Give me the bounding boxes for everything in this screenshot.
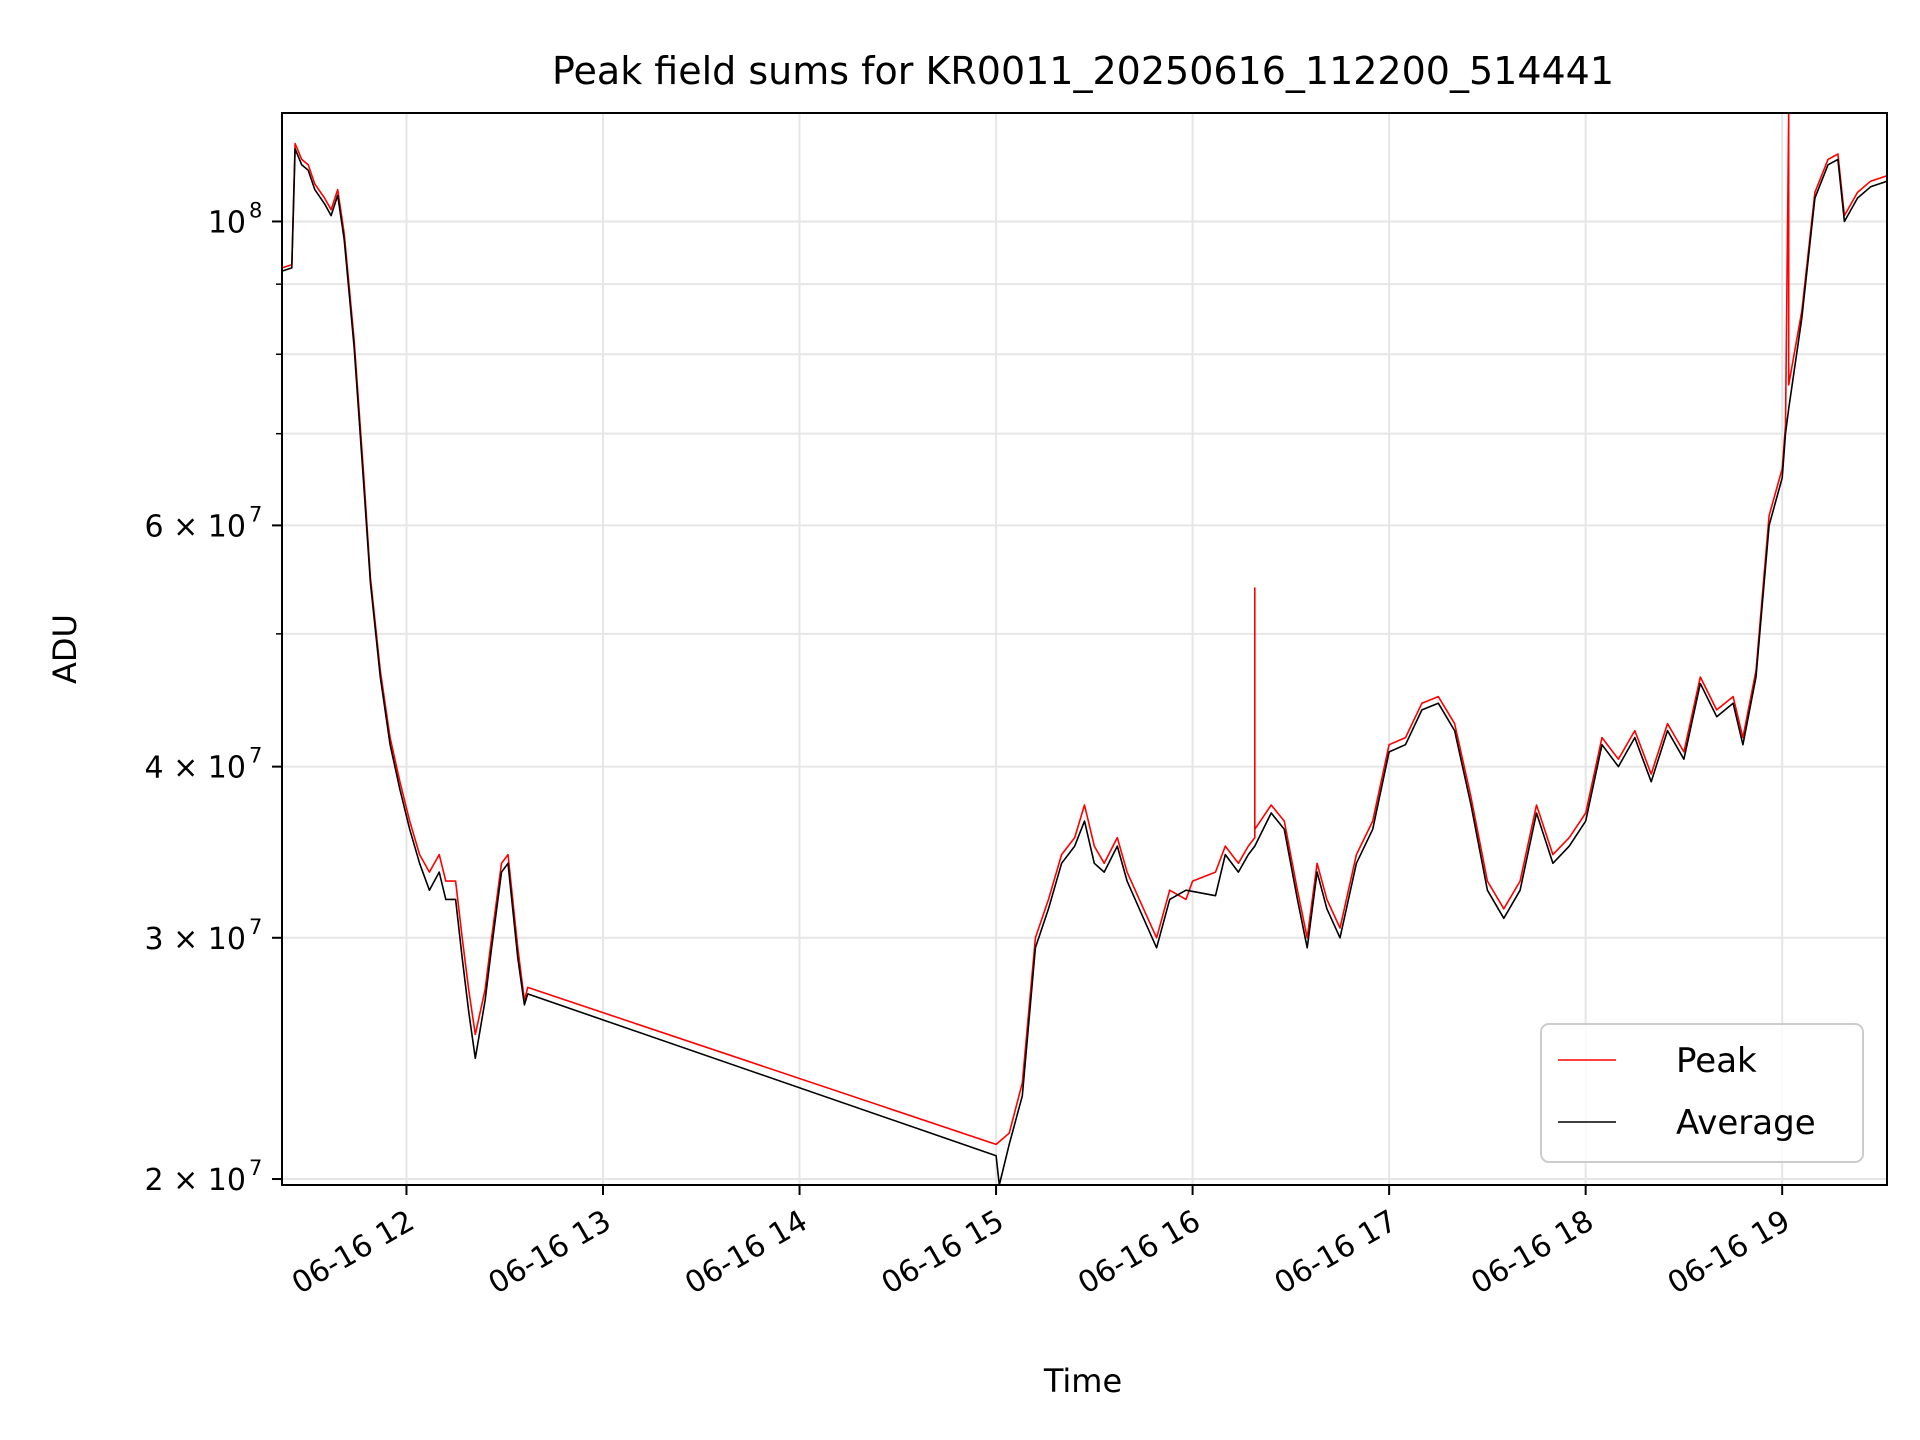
y-tick-label: 10 [208, 205, 246, 240]
y-tick-label: 3 × 10 [145, 922, 246, 957]
x-axis-label: Time [1043, 1362, 1122, 1400]
series-line-peak [281, 112, 1888, 1146]
y-tick-exponent: 7 [249, 502, 262, 526]
y-tick-label: 6 × 10 [145, 509, 246, 544]
y-axis-label: ADU [46, 614, 84, 684]
y-tick-label: 4 × 10 [145, 751, 246, 786]
y-tick-exponent: 8 [249, 198, 262, 222]
chart-title: Peak field sums for KR0011_20250616_1122… [552, 49, 1614, 93]
y-tick-exponent: 7 [249, 915, 262, 939]
legend-label-peak: Peak [1676, 1041, 1757, 1081]
legend-label-average: Average [1676, 1103, 1816, 1143]
series-lines [281, 112, 1888, 1186]
y-tick-exponent: 7 [249, 744, 262, 768]
y-tick-exponent: 7 [249, 1156, 262, 1180]
legend: Peak Average [1540, 1023, 1864, 1163]
grid [282, 113, 1887, 1185]
series-line-average [281, 148, 1888, 1186]
plot-frame [281, 112, 1888, 1186]
y-tick-label: 2 × 10 [145, 1163, 246, 1198]
legend-box [1540, 1023, 1864, 1163]
